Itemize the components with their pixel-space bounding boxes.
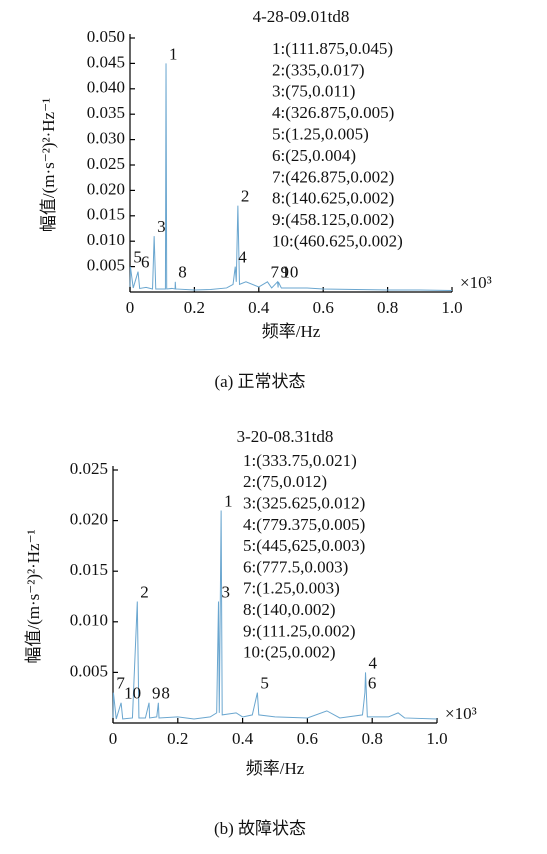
peak-label: 5: [260, 674, 269, 693]
peak-annotation: 6:(777.5,0.003): [243, 557, 348, 576]
peak-annotation: 2:(75,0.012): [243, 472, 327, 491]
peak-label: 4: [238, 248, 247, 267]
peak-label: 7: [270, 263, 279, 282]
peak-label: 6: [368, 674, 377, 693]
peak-annotation: 5:(445,625,0.003): [243, 536, 365, 555]
x-tick-label: 0.4: [248, 298, 270, 317]
peak-annotation: 10:(460.625,0.002): [272, 232, 403, 251]
peak-annotation: 4:(326.875,0.005): [272, 103, 394, 122]
peak-label: 10: [124, 684, 141, 703]
y-tick-label: 0.030: [87, 129, 125, 148]
chart-title: 4-28-09.01td8: [253, 7, 350, 26]
peak-label: 4: [369, 653, 378, 672]
y-tick-label: 0.010: [87, 230, 125, 249]
peak-label: 8: [161, 684, 170, 703]
y-tick-label: 0.020: [87, 179, 125, 198]
peak-label: 6: [141, 253, 150, 272]
y-tick-label: 0.035: [87, 103, 125, 122]
x-tick-label: 0.6: [297, 729, 318, 748]
x-tick-label: 1.0: [426, 729, 447, 748]
peak-annotation: 9:(458.125,0.002): [272, 210, 394, 229]
peak-annotation: 1:(111.875,0.045): [272, 39, 393, 58]
caption: (a) 正常状态: [214, 372, 305, 391]
peak-label: 10: [281, 263, 298, 282]
peak-annotation: 1:(333.75,0.021): [243, 451, 357, 470]
x-tick-label: 0: [126, 298, 135, 317]
x-tick-label: 0.6: [313, 298, 334, 317]
peak-label: 3: [157, 217, 166, 236]
peak-annotation: 5:(1.25,0.005): [272, 125, 369, 144]
peak-label: 2: [241, 187, 250, 206]
x-axis-label: 频率/Hz: [262, 322, 321, 341]
peak-annotation: 8:(140,0.002): [243, 600, 336, 619]
chart-title: 3-20-08.31td8: [237, 427, 334, 446]
y-tick-label: 0.010: [70, 611, 108, 630]
x-tick-label: 0.8: [362, 729, 383, 748]
peak-annotation: 8:(140.625,0.002): [272, 189, 394, 208]
peak-label: 7: [116, 674, 125, 693]
x-tick-label: 0.2: [184, 298, 205, 317]
y-axis-label: 幅值/(m·s⁻²)²·Hz⁻¹: [24, 529, 43, 663]
y-tick-label: 0.005: [70, 661, 108, 680]
peak-annotation: 4:(779.375,0.005): [243, 515, 365, 534]
caption: (b) 故障状态: [214, 819, 306, 838]
x-tick-label: 0.2: [167, 729, 188, 748]
x-tick-label: 0: [109, 729, 118, 748]
peak-label: 1: [224, 491, 233, 510]
peak-annotation: 9:(111.25,0.002): [243, 621, 356, 640]
peak-annotation: 7:(426.875,0.002): [272, 167, 394, 186]
peak-label: 3: [222, 582, 231, 601]
peak-annotation: 3:(325.625,0.012): [243, 494, 365, 513]
y-tick-label: 0.005: [87, 256, 125, 275]
y-tick-label: 0.050: [87, 27, 125, 46]
y-tick-label: 0.015: [70, 560, 108, 579]
y-tick-label: 0.025: [70, 459, 108, 478]
peak-label: 5: [133, 248, 142, 267]
peak-label: 1: [169, 44, 178, 63]
x-axis-label: 频率/Hz: [246, 759, 305, 778]
y-tick-label: 0.020: [70, 510, 108, 529]
x-tick-label: 0.4: [232, 729, 254, 748]
y-axis-label: 幅值/(m·s⁻²)²·Hz⁻¹: [39, 98, 58, 232]
peak-annotation: 3:(75,0.011): [272, 82, 355, 101]
x-tick-label: 1.0: [441, 298, 462, 317]
peak-label: 9: [281, 263, 290, 282]
peak-label: 2: [140, 582, 149, 601]
y-tick-label: 0.040: [87, 78, 125, 97]
peak-label: 9: [152, 684, 161, 703]
x-tick-label: 0.8: [377, 298, 398, 317]
peak-annotation: 6:(25,0.004): [272, 146, 356, 165]
peak-annotation: 10:(25,0.002): [243, 643, 336, 662]
y-tick-label: 0.015: [87, 205, 125, 224]
spectrum-line: [129, 63, 453, 291]
x-multiplier: ×10³: [460, 273, 492, 292]
y-tick-label: 0.045: [87, 52, 125, 71]
peak-annotation: 2:(335,0.017): [272, 60, 365, 79]
x-multiplier: ×10³: [445, 704, 477, 723]
spectrum-line: [112, 510, 438, 720]
peak-annotation: 7:(1.25,0.003): [243, 579, 340, 598]
peak-label: 8: [178, 263, 187, 282]
y-tick-label: 0.025: [87, 154, 125, 173]
